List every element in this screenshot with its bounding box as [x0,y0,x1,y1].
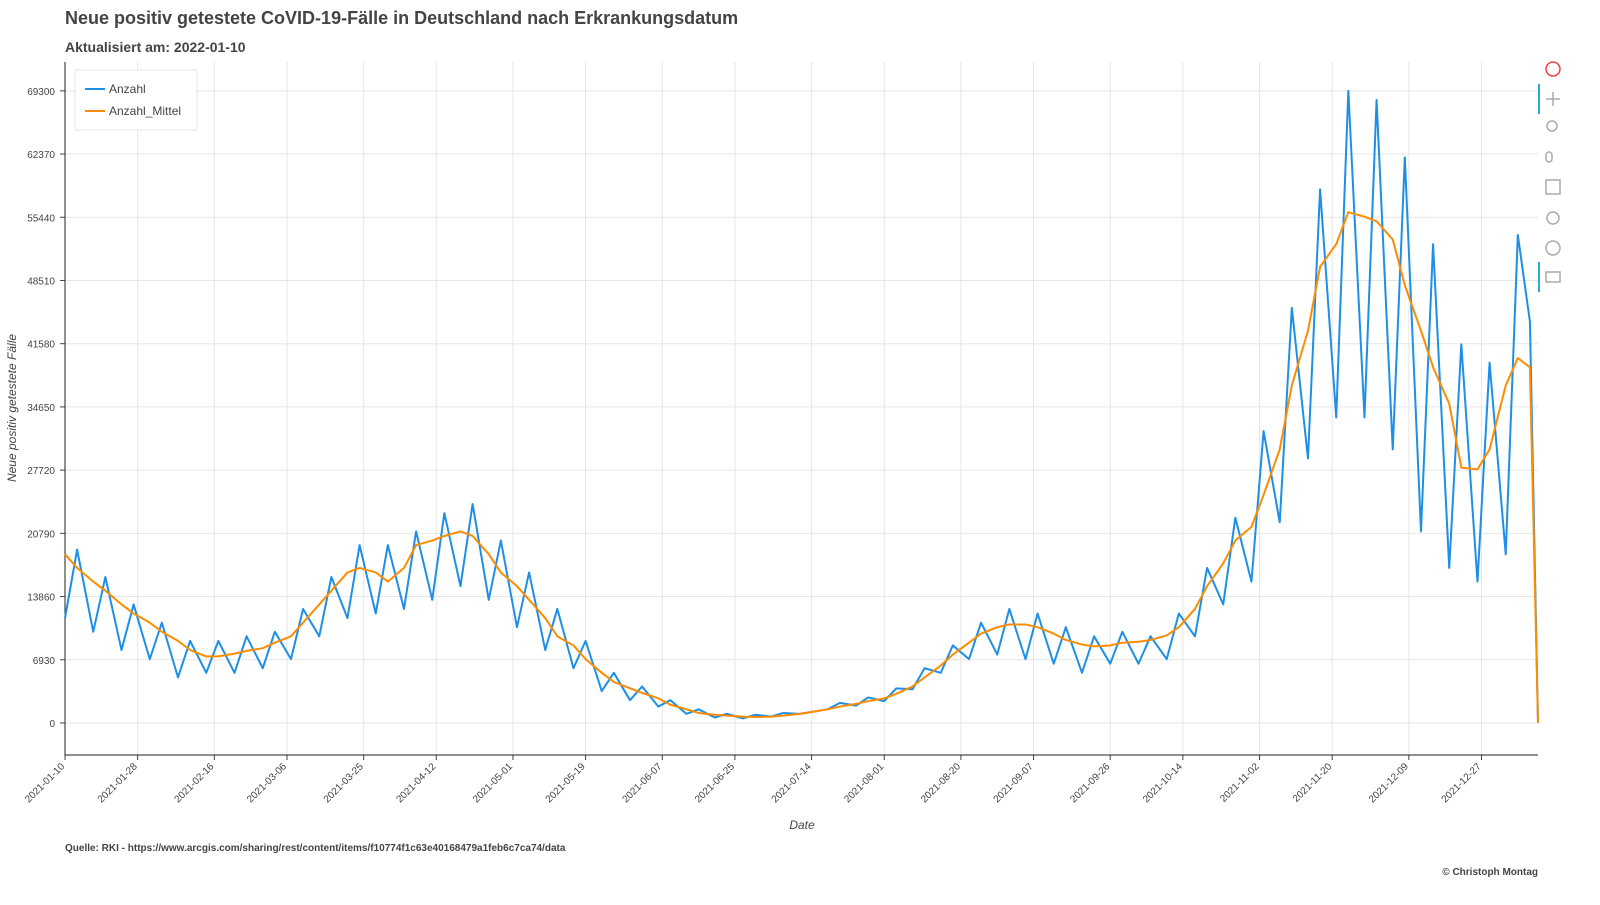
x-tick-label: 2021-05-19 [544,761,588,805]
x-tick-label: 2021-10-14 [1141,761,1185,805]
x-tick-label: 2021-03-25 [322,761,366,805]
y-tick-label: 34650 [27,403,55,414]
save-tool[interactable] [1545,179,1561,195]
wheel-zoom-tool[interactable] [1545,151,1553,163]
chart-subtitle: Aktualisiert am: 2022-01-10 [65,39,246,55]
data-line [64,211,1539,724]
x-tick-label: 2021-11-02 [1218,761,1262,805]
y-tick-label: 41580 [27,340,55,351]
pan-tool[interactable] [1546,92,1560,106]
x-tick-label: 2021-01-28 [96,761,140,805]
zoom-tool[interactable] [1546,120,1558,132]
x-tick-label: 2021-08-20 [919,761,963,805]
legend-label: Anzahl_Mittel [109,104,181,118]
x-tick-label: 2021-11-20 [1291,761,1335,805]
toolbar [1538,61,1561,292]
y-tick-label: 55440 [27,213,55,224]
x-tick-label: 2021-06-07 [620,761,664,805]
reset-tool[interactable] [1546,211,1560,225]
x-tick-label: 2021-08-01 [842,761,886,805]
x-tick-label: 2021-01-10 [23,761,67,805]
x-tick-label: 2021-05-01 [471,761,515,805]
x-tick-label: 2021-09-07 [992,761,1036,805]
legend: Anzahl Anzahl_Mittel [74,69,198,131]
hover-tool[interactable] [1545,271,1561,283]
x-tick-label: 2021-02-16 [172,761,216,805]
y-tick-label: 20790 [27,529,55,540]
x-tick-label: 2021-06-25 [693,761,737,805]
y-tick-label: 6930 [33,656,56,667]
y-tick-label: 69300 [27,87,55,98]
y-tick-label: 27720 [27,466,55,477]
y-tick-label: 13860 [27,593,55,604]
help-tool[interactable] [1545,240,1561,256]
x-axis-label: Date [789,818,815,832]
x-tick-label: 2021-07-14 [770,761,814,805]
x-tick-label: 2021-12-09 [1367,761,1411,805]
source-note: Quelle: RKI - https://www.arcgis.com/sha… [65,843,566,854]
y-axis-label: Neue positiv getestete Fälle [5,334,19,482]
x-tick-label: 2021-09-26 [1068,761,1112,805]
legend-box [74,69,198,131]
chart-title: Neue positiv getestete CoVID-19-Fälle in… [65,8,738,28]
x-tick-label: 2021-03-06 [245,761,289,805]
credit: © Christoph Montag [1442,867,1538,878]
legend-label: Anzahl [109,82,146,96]
x-tick-label: 2021-12-27 [1440,761,1484,805]
y-tick-label: 48510 [27,276,55,287]
x-tick-label: 2021-04-12 [394,761,438,805]
y-tick-label: 62370 [27,150,55,161]
y-tick-label: 0 [49,719,55,730]
bokeh-logo[interactable] [1545,61,1561,77]
